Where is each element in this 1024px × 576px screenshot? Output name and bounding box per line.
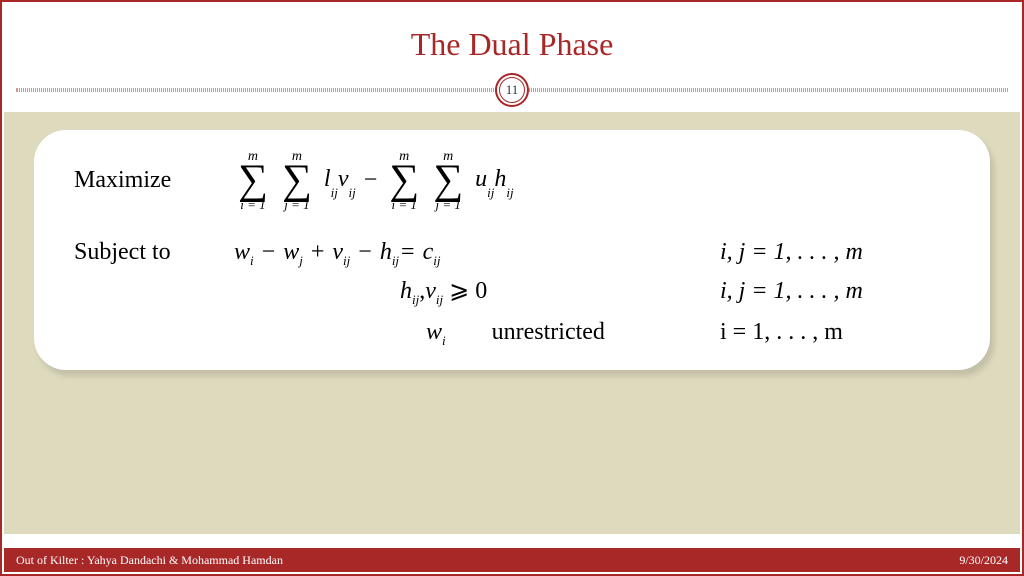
page-number: 11 [499,77,525,103]
page-badge: 11 [495,73,529,107]
minus-op: − [356,167,386,194]
sum-2: m ∑ j = 1 [282,150,312,211]
objective-label: Maximize [74,167,234,194]
divider: 11 [2,75,1022,105]
constraint-1-expr: wi − wj + vij − hij = cij [234,239,440,266]
term-u: uij [475,166,494,196]
term-h: hij [494,166,513,196]
slide: The Dual Phase 11 Maximize m ∑ i = 1 m [0,0,1024,576]
constraint-1: Subject to wi − wj + vij − hij = cij i, … [74,239,950,266]
constraint-2-range: i, j = 1, . . . , m [720,278,950,305]
subject-to-label: Subject to [74,239,234,266]
sum-4: m ∑ j = 1 [433,150,463,211]
term-v: vij [338,166,356,196]
constraint-1-range: i, j = 1, . . . , m [720,239,950,266]
footer-left: Out of Kilter : Yahya Dandachi & Mohamma… [16,553,283,568]
constraint-3: wi unrestricted i = 1, . . . , m [74,319,950,346]
constraint-2: hij,vij ⩾ 0 i, j = 1, . . . , m [74,276,950,305]
sum-3: m ∑ i = 1 [389,150,419,211]
constraint-3-expr: wi unrestricted [234,319,611,346]
footer-right: 9/30/2024 [959,553,1008,568]
objective-expression: m ∑ i = 1 m ∑ j = 1 lij vij − m [234,150,514,211]
footer: Out of Kilter : Yahya Dandachi & Mohamma… [4,548,1020,572]
constraint-2-expr: hij,vij ⩾ 0 [234,276,487,305]
term-l: lij [324,166,338,196]
objective-row: Maximize m ∑ i = 1 m ∑ j = 1 lij [74,150,950,211]
sum-1: m ∑ i = 1 [238,150,268,211]
formula-card: Maximize m ∑ i = 1 m ∑ j = 1 lij [34,130,990,370]
constraint-3-range: i = 1, . . . , m [720,319,950,346]
content-background: Maximize m ∑ i = 1 m ∑ j = 1 lij [4,112,1020,534]
slide-title: The Dual Phase [2,2,1022,75]
